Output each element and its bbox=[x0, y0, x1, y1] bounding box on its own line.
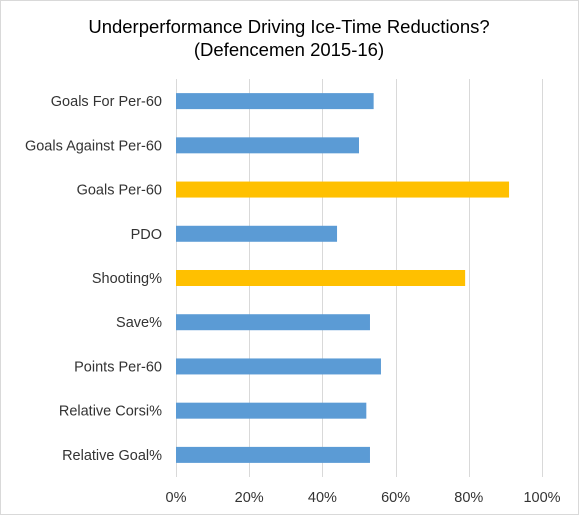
x-tick-label: 20% bbox=[235, 490, 264, 506]
bars bbox=[176, 93, 510, 463]
x-tick-label: 60% bbox=[381, 490, 410, 506]
x-tick-label: 40% bbox=[308, 490, 337, 506]
category-label: Goals Per-60 bbox=[77, 183, 162, 199]
bar bbox=[176, 314, 370, 331]
x-axis-tick-labels: 0% 20% 40% 60% 80% 100% bbox=[166, 490, 561, 506]
category-label: Goals For Per-60 bbox=[51, 94, 162, 110]
category-label: Relative Goal% bbox=[62, 448, 162, 464]
category-label: Points Per-60 bbox=[74, 359, 162, 375]
bar bbox=[176, 137, 359, 154]
bar bbox=[176, 93, 374, 110]
category-label: Save% bbox=[116, 315, 162, 331]
bar bbox=[176, 181, 510, 198]
x-tick-label: 0% bbox=[166, 490, 187, 506]
category-label: Goals Against Per-60 bbox=[25, 138, 162, 154]
bar bbox=[176, 402, 367, 419]
x-tick-label: 100% bbox=[523, 490, 560, 506]
chart-title: Underperformance Driving Ice-Time Reduct… bbox=[88, 16, 489, 37]
bar bbox=[176, 225, 338, 242]
category-label: Shooting% bbox=[92, 271, 162, 287]
chart-subtitle: (Defencemen 2015-16) bbox=[194, 39, 384, 60]
category-label: PDO bbox=[131, 227, 162, 243]
x-tick-label: 80% bbox=[454, 490, 483, 506]
category-labels: Goals For Per-60 Goals Against Per-60 Goal… bbox=[25, 94, 162, 464]
bar bbox=[176, 446, 370, 463]
bar bbox=[176, 270, 466, 286]
category-label: Relative Corsi% bbox=[59, 404, 162, 420]
bar bbox=[176, 358, 381, 375]
